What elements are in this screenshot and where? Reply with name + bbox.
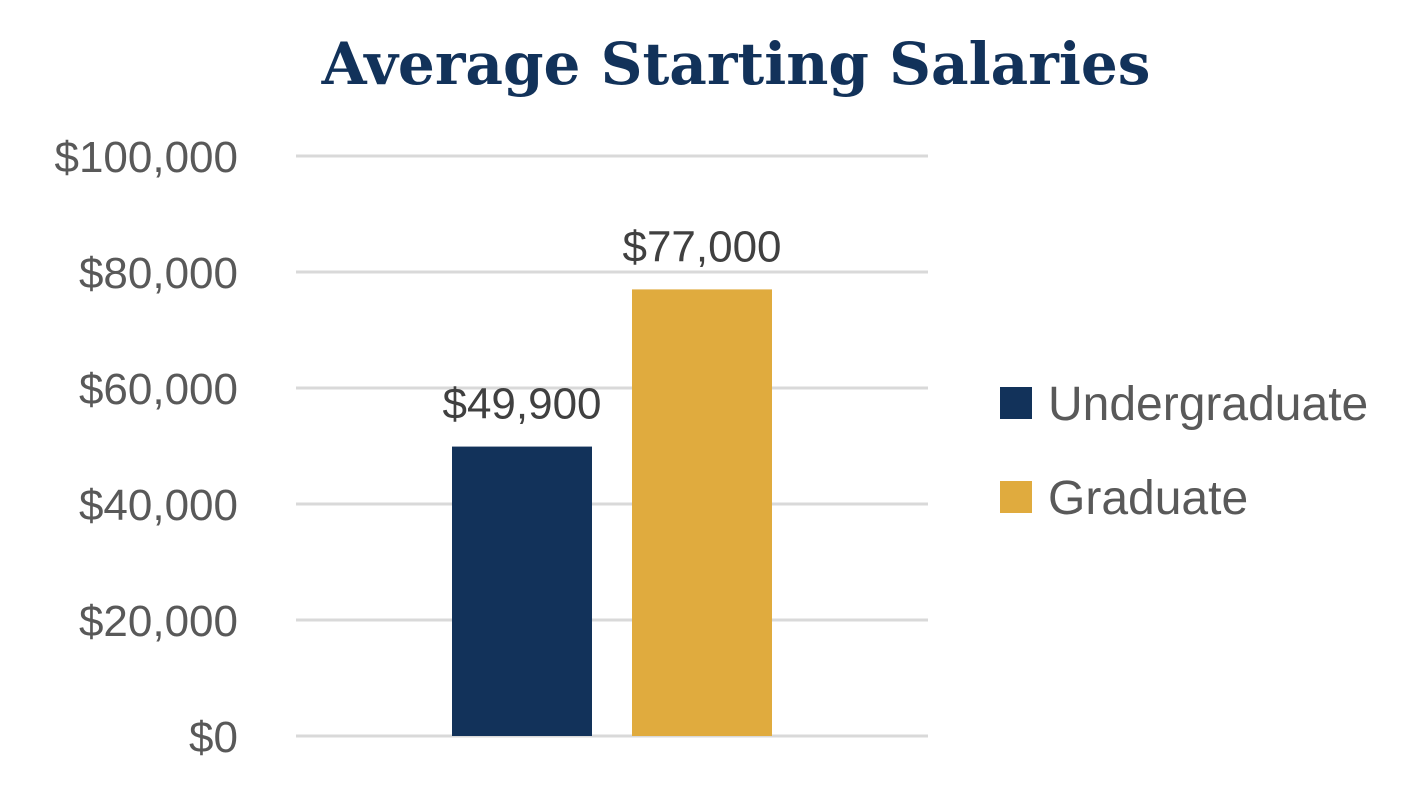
y-tick-label: $60,000 <box>79 365 238 414</box>
bars <box>452 289 772 736</box>
y-tick-label: $0 <box>189 713 238 762</box>
legend-label-undergraduate: Undergraduate <box>1048 378 1368 431</box>
y-tick-label: $80,000 <box>79 249 238 298</box>
data-labels: $49,900 $77,000 <box>442 222 781 428</box>
legend-swatch-graduate <box>1000 481 1032 513</box>
y-tick-label: $100,000 <box>54 133 238 182</box>
bar-graduate <box>632 289 772 736</box>
data-label-undergraduate: $49,900 <box>442 380 601 429</box>
data-label-graduate: $77,000 <box>622 222 781 271</box>
legend: Undergraduate Graduate <box>1000 378 1368 525</box>
gridlines <box>296 154 928 738</box>
legend-swatch-undergraduate <box>1000 387 1032 419</box>
chart-title: Average Starting Salaries <box>321 30 1151 98</box>
legend-label-graduate: Graduate <box>1048 472 1248 525</box>
y-tick-label: $40,000 <box>79 481 238 530</box>
bar-undergraduate <box>452 446 592 736</box>
y-tick-label: $20,000 <box>79 597 238 646</box>
y-axis-tick-labels: $0 $20,000 $40,000 $60,000 $80,000 $100,000 <box>54 133 238 762</box>
